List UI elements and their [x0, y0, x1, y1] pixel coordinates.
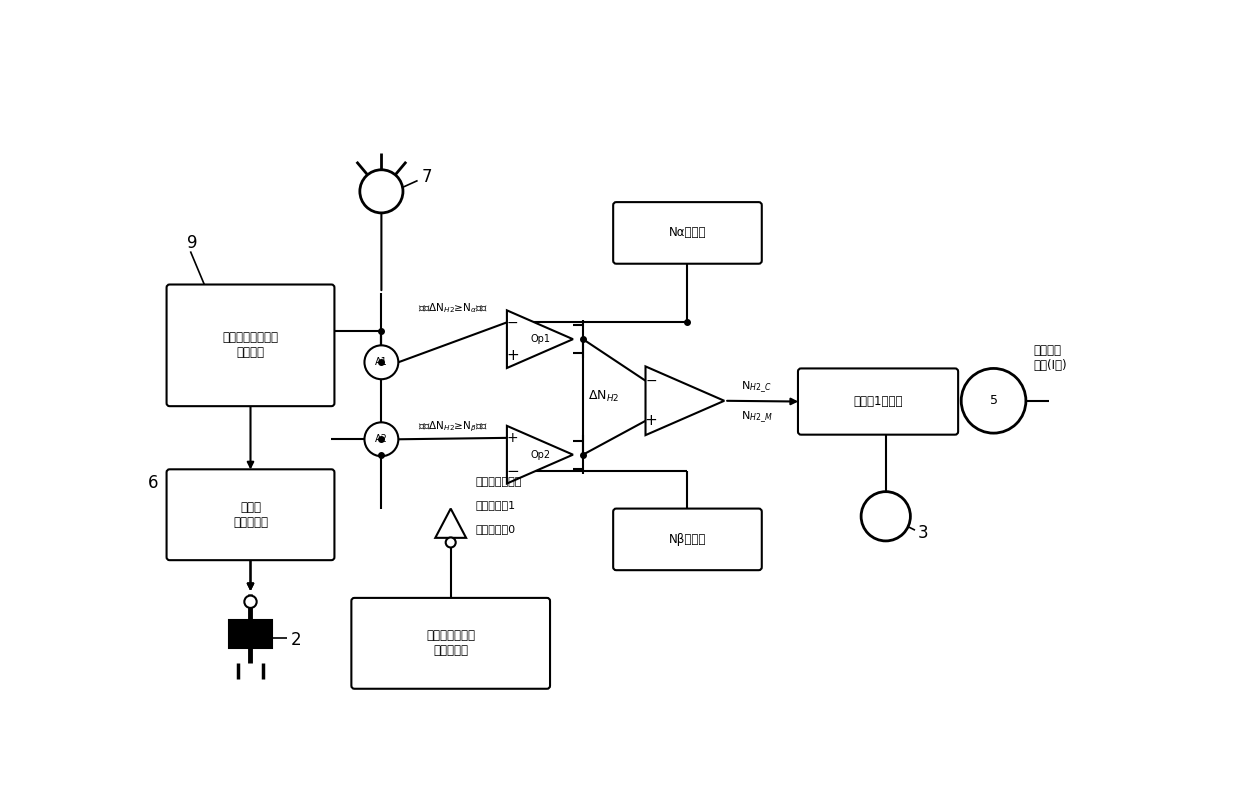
FancyBboxPatch shape: [613, 509, 761, 570]
Text: 7: 7: [422, 168, 432, 186]
Text: 公式（1）运算: 公式（1）运算: [853, 395, 903, 408]
FancyBboxPatch shape: [166, 469, 335, 560]
Circle shape: [861, 491, 910, 541]
Text: A2: A2: [374, 435, 388, 444]
Circle shape: [961, 369, 1025, 433]
Circle shape: [244, 596, 257, 608]
Circle shape: [360, 170, 403, 213]
Text: Nα值设定: Nα值设定: [668, 226, 707, 240]
Text: N$_{H2\_C}$: N$_{H2\_C}$: [742, 379, 771, 395]
Text: 氢气尾气排气阀
开关控制器: 氢气尾气排气阀 开关控制器: [427, 630, 475, 657]
Text: 3: 3: [918, 524, 929, 542]
Text: +: +: [506, 348, 518, 363]
Text: −: −: [645, 373, 657, 387]
Text: Nβ值设定: Nβ值设定: [668, 533, 706, 546]
Polygon shape: [507, 426, 573, 483]
Text: （当ΔN$_{H2}$≥N$_{α}$时）: （当ΔN$_{H2}$≥N$_{α}$时）: [418, 302, 487, 315]
Circle shape: [365, 345, 398, 379]
Text: 关闭状态：0: 关闭状态：0: [475, 523, 516, 534]
Text: +: +: [506, 431, 518, 445]
Text: 2: 2: [290, 631, 301, 649]
Circle shape: [445, 538, 456, 548]
Text: ΔN$_{H2}$: ΔN$_{H2}$: [588, 389, 619, 405]
FancyBboxPatch shape: [351, 598, 551, 689]
Text: 燃料电池
电流(I翁): 燃料电池 电流(I翁): [1034, 344, 1068, 373]
Text: Op2: Op2: [531, 450, 551, 460]
Text: 5: 5: [990, 395, 997, 407]
Polygon shape: [507, 310, 573, 368]
Text: Op1: Op1: [531, 334, 551, 344]
FancyBboxPatch shape: [799, 369, 959, 435]
Polygon shape: [646, 366, 724, 435]
FancyBboxPatch shape: [613, 202, 761, 264]
Text: 6: 6: [148, 474, 159, 492]
Text: （当ΔN$_{H2}$≥N$_{β}$时）: （当ΔN$_{H2}$≥N$_{β}$时）: [418, 419, 487, 434]
Circle shape: [365, 422, 398, 456]
Text: N$_{H2\_M}$: N$_{H2\_M}$: [740, 410, 773, 425]
Text: 打开状态：1: 打开状态：1: [475, 501, 516, 510]
Text: −: −: [506, 464, 518, 479]
Text: +: +: [645, 413, 657, 428]
FancyBboxPatch shape: [166, 285, 335, 406]
Text: A1: A1: [374, 358, 388, 367]
Text: −: −: [506, 315, 518, 329]
Polygon shape: [435, 509, 466, 538]
Text: 排气阀状态信号: 排气阀状态信号: [475, 477, 522, 487]
Text: 燃料电池操作系统
主控制器: 燃料电池操作系统 主控制器: [222, 332, 279, 359]
Polygon shape: [229, 620, 272, 648]
Text: 氢气阀
开关控制器: 氢气阀 开关控制器: [233, 501, 268, 529]
Text: 9: 9: [186, 233, 197, 252]
